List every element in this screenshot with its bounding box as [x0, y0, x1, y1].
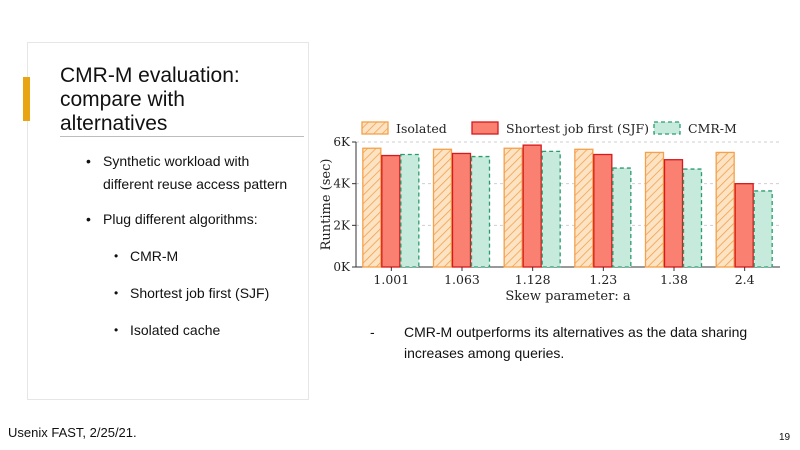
- y-tick-label: 4K: [333, 177, 351, 191]
- sub-bullet-glyph: •: [114, 249, 119, 263]
- x-tick-label: 1.23: [589, 272, 617, 287]
- bar: [612, 167, 632, 268]
- y-tick-label: 0K: [333, 260, 351, 274]
- bar: [400, 153, 420, 268]
- bar: [470, 155, 491, 268]
- y-axis-label: Runtime (sec): [319, 159, 334, 251]
- bar: [432, 148, 453, 268]
- slide-title: CMR-M evaluation: compare with alternati…: [60, 64, 310, 136]
- bullet-glyph: •: [86, 153, 91, 169]
- x-tick-label: 1.128: [515, 272, 551, 287]
- legend-swatch: [653, 121, 681, 135]
- bullet-item: • Synthetic workload with different reus…: [86, 150, 301, 196]
- bullet-text: Plug different algorithms:: [103, 211, 258, 227]
- bullet-list: • Synthetic workload with different reus…: [86, 150, 301, 356]
- legend-label: Isolated: [396, 121, 447, 136]
- bar: [541, 150, 561, 268]
- bar: [715, 151, 735, 268]
- legend-label: Shortest job first (SJF): [506, 121, 649, 136]
- bar: [753, 190, 773, 268]
- note-dash: -: [370, 324, 375, 340]
- sub-bullet-item: • CMR-M: [114, 245, 301, 268]
- bar: [522, 144, 542, 268]
- content-panel: [27, 42, 309, 400]
- bar: [682, 168, 703, 268]
- sub-bullet-text: Isolated cache: [130, 322, 221, 338]
- page-number: 19: [779, 432, 791, 443]
- bar: [362, 147, 382, 268]
- sub-bullet-text: Shortest job first (SJF): [130, 285, 270, 301]
- runtime-bar-chart: 0K 2K 4K 6K 1.001 1.063 1.128 1.23 1.38 2.4 Skew p…: [319, 121, 780, 304]
- bullet-item: • Plug different algorithms:: [86, 208, 301, 231]
- bar: [381, 154, 401, 268]
- bar: [451, 152, 472, 268]
- title-underline: [60, 136, 304, 137]
- bar: [503, 147, 523, 268]
- sub-bullet-item: • Shortest job first (SJF): [114, 282, 301, 305]
- title-line-3: alternatives: [60, 112, 168, 135]
- sub-bullet-glyph: •: [114, 323, 119, 337]
- bar: [574, 148, 594, 268]
- footer-text: Usenix FAST, 2/25/21.: [8, 425, 137, 440]
- title-line-2: compare with: [60, 88, 185, 111]
- x-tick-label: 1.001: [373, 272, 409, 287]
- x-tick-label: 1.063: [444, 272, 480, 287]
- x-axis-label: Skew parameter: a: [505, 289, 630, 304]
- y-tick-label: 2K: [333, 218, 351, 232]
- sub-bullet-text: CMR-M: [130, 248, 179, 264]
- y-tick-label: 6K: [333, 135, 351, 149]
- sub-bullet-item: • Isolated cache: [114, 319, 301, 342]
- legend-label: CMR-M: [688, 121, 737, 136]
- title-line-1: CMR-M evaluation:: [60, 64, 240, 87]
- bar: [734, 183, 754, 268]
- bar: [593, 153, 613, 268]
- accent-bar: [23, 77, 30, 121]
- bullet-glyph: •: [86, 211, 91, 227]
- note-text: CMR-M outperforms its alternatives as th…: [404, 324, 748, 361]
- bar: [663, 159, 684, 268]
- takeaway-note: - CMR-M outperforms its alternatives as …: [370, 322, 760, 364]
- sub-bullet-glyph: •: [114, 286, 119, 300]
- legend-swatch: [471, 121, 499, 135]
- x-tick-label: 1.38: [660, 272, 688, 287]
- bar: [644, 151, 665, 268]
- x-tick-label: 2.4: [735, 272, 755, 287]
- legend-swatch: [361, 121, 389, 135]
- bullet-text: Synthetic workload with different reuse …: [103, 153, 288, 192]
